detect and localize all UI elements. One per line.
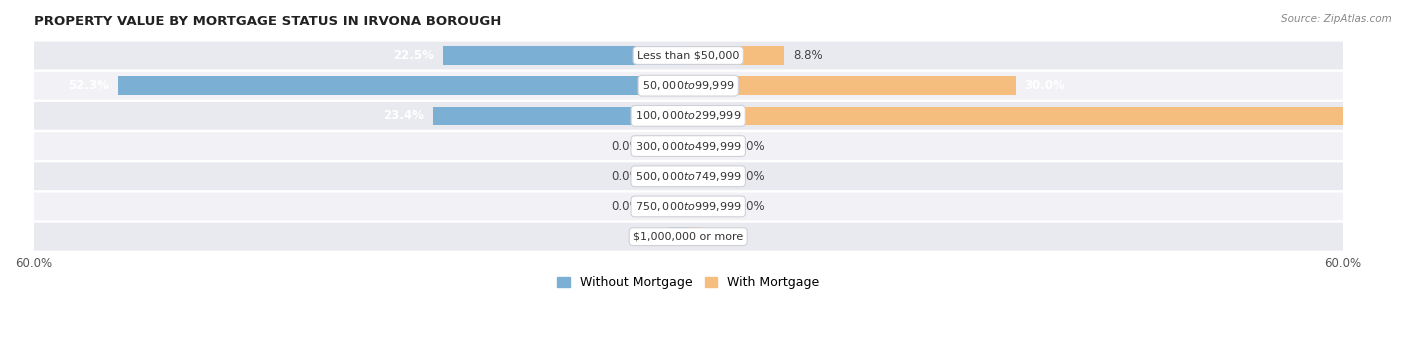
Bar <box>650 137 688 155</box>
Bar <box>118 76 688 95</box>
FancyBboxPatch shape <box>34 72 1343 100</box>
Text: 22.5%: 22.5% <box>394 49 434 62</box>
Text: 0.0%: 0.0% <box>735 140 765 153</box>
FancyBboxPatch shape <box>34 163 1343 190</box>
Text: $100,000 to $299,999: $100,000 to $299,999 <box>636 109 741 122</box>
Bar <box>443 46 688 65</box>
Text: 60.0%: 60.0% <box>1351 109 1392 122</box>
FancyBboxPatch shape <box>34 223 1343 251</box>
FancyBboxPatch shape <box>34 102 1343 130</box>
FancyBboxPatch shape <box>34 192 1343 220</box>
FancyBboxPatch shape <box>34 132 1343 160</box>
Bar <box>688 227 703 246</box>
Text: 0.0%: 0.0% <box>735 170 765 183</box>
Text: $750,000 to $999,999: $750,000 to $999,999 <box>636 200 741 213</box>
Text: $300,000 to $499,999: $300,000 to $499,999 <box>636 140 741 153</box>
Bar <box>433 106 688 125</box>
Bar <box>669 227 688 246</box>
Text: 23.4%: 23.4% <box>384 109 425 122</box>
Legend: Without Mortgage, With Mortgage: Without Mortgage, With Mortgage <box>553 271 824 294</box>
Bar <box>688 46 785 65</box>
Text: $1,000,000 or more: $1,000,000 or more <box>633 232 744 242</box>
Text: 0.0%: 0.0% <box>612 170 641 183</box>
Text: Less than $50,000: Less than $50,000 <box>637 51 740 61</box>
Bar <box>688 76 1015 95</box>
Bar <box>688 197 727 216</box>
Text: $500,000 to $749,999: $500,000 to $749,999 <box>636 170 741 183</box>
Text: 52.3%: 52.3% <box>67 79 108 92</box>
Text: PROPERTY VALUE BY MORTGAGE STATUS IN IRVONA BOROUGH: PROPERTY VALUE BY MORTGAGE STATUS IN IRV… <box>34 15 501 28</box>
Text: 1.8%: 1.8% <box>630 230 659 243</box>
Text: 8.8%: 8.8% <box>793 49 823 62</box>
Bar <box>650 167 688 186</box>
Text: 0.0%: 0.0% <box>735 200 765 213</box>
Text: 30.0%: 30.0% <box>1024 79 1064 92</box>
Text: $50,000 to $99,999: $50,000 to $99,999 <box>643 79 734 92</box>
Bar <box>688 167 727 186</box>
Text: 0.0%: 0.0% <box>612 140 641 153</box>
Text: 0.0%: 0.0% <box>612 200 641 213</box>
Bar <box>688 106 1343 125</box>
Bar <box>688 137 727 155</box>
Text: 1.3%: 1.3% <box>711 230 741 243</box>
FancyBboxPatch shape <box>34 41 1343 69</box>
Text: Source: ZipAtlas.com: Source: ZipAtlas.com <box>1281 14 1392 23</box>
Bar <box>650 197 688 216</box>
